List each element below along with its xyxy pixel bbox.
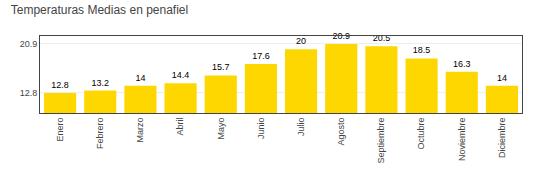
svg-text:20.9: 20.9: [20, 39, 38, 49]
svg-text:20.5: 20.5: [373, 33, 391, 43]
svg-text:16.3: 16.3: [453, 59, 471, 69]
svg-text:Enero: Enero: [55, 118, 65, 142]
svg-text:Abril: Abril: [176, 118, 186, 136]
svg-text:14.4: 14.4: [172, 70, 190, 80]
svg-text:Octubre: Octubre: [417, 118, 427, 150]
svg-text:14: 14: [497, 73, 507, 83]
svg-text:12.8: 12.8: [20, 88, 38, 98]
svg-text:Diciembre: Diciembre: [497, 118, 507, 159]
svg-text:12.8: 12.8: [51, 80, 69, 90]
svg-text:Julio: Julio: [296, 118, 306, 137]
svg-text:Temperaturas Medias en penafie: Temperaturas Medias en penafiel: [11, 3, 188, 17]
svg-text:20: 20: [296, 36, 306, 46]
svg-text:Junio: Junio: [256, 118, 266, 140]
svg-text:15.7: 15.7: [212, 62, 230, 72]
svg-text:Mayo: Mayo: [216, 118, 226, 140]
svg-text:Noviembre: Noviembre: [457, 118, 467, 162]
svg-text:Febrero: Febrero: [95, 118, 105, 150]
svg-text:17.6: 17.6: [252, 51, 270, 61]
svg-text:Marzo: Marzo: [135, 118, 145, 143]
svg-text:14: 14: [135, 73, 145, 83]
svg-text:Agosto: Agosto: [336, 118, 346, 146]
svg-text:20.9: 20.9: [332, 31, 350, 41]
svg-text:Septiembre: Septiembre: [376, 118, 386, 164]
svg-text:13.2: 13.2: [91, 78, 109, 88]
svg-text:18.5: 18.5: [413, 45, 431, 55]
